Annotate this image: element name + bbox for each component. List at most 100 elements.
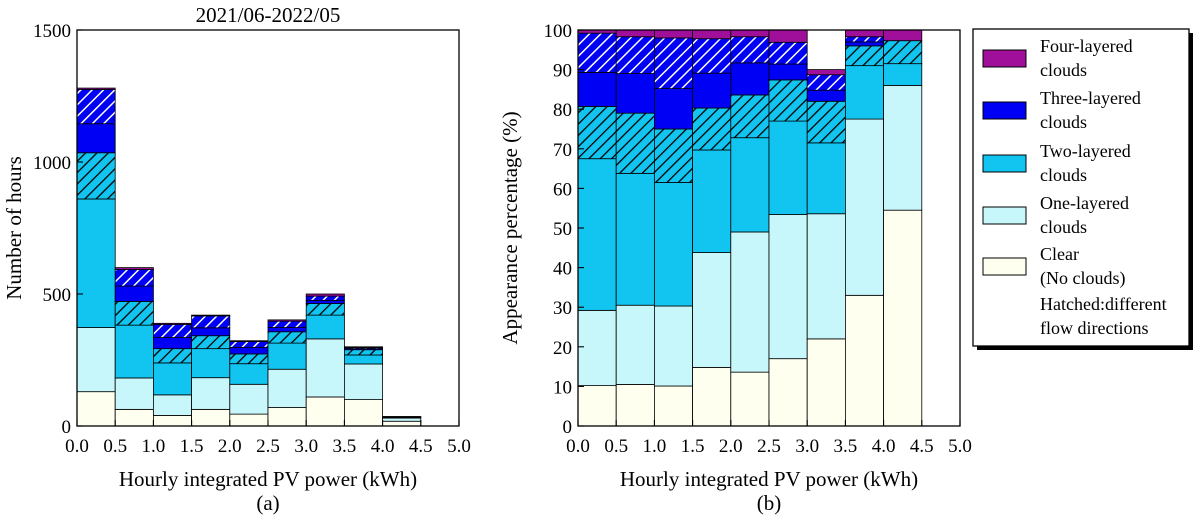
panel-a-bar-four-layer — [191, 314, 231, 317]
panel-b-bar-one-layer — [806, 213, 846, 340]
panel-a-bar-two-layer-hatched — [305, 303, 345, 316]
panel-a-bar-three-layer — [76, 123, 116, 154]
panel-b-bar-two-layer-hatched — [768, 79, 808, 122]
panel-b-bar-four-layer — [692, 29, 732, 40]
legend-two-layer-line1: Two-layered — [1040, 141, 1131, 161]
panel-b-ytick-label: 100 — [544, 21, 573, 42]
panel-a-bar-two-layer — [152, 362, 192, 396]
panel-b-xtick-label: 5.0 — [948, 436, 972, 457]
panel-a: 0.0 0.5 1.0 1.5 2.0 2.5 3.0 3.5 4.0 4.5 5.0 0 500 100… — [2, 3, 471, 515]
panel-a-bar-clear — [76, 391, 116, 427]
panel-b-bar-one-layer — [845, 118, 885, 296]
panel-b-ytick-label: 90 — [553, 61, 572, 82]
panel-b-bar-three-layer — [806, 89, 846, 102]
panel-b-ticks: 0.0 0.5 1.0 1.5 2.0 2.5 3.0 3.5 4.0 4.5 5.0 0 10 20 30… — [544, 21, 972, 457]
panel-a-bar-clear — [191, 408, 231, 427]
panel-b-xtick-label: 2.0 — [719, 436, 743, 457]
panel-a-bar-one-layer — [343, 363, 383, 400]
panel-a-bar-one-layer — [229, 383, 269, 415]
panel-b-bar-two-layer — [806, 142, 846, 215]
legend-three-layer-line2: clouds — [1040, 112, 1087, 132]
panel-b-bar-clear — [845, 294, 885, 427]
panel-a-bar-two-layer-hatched — [229, 353, 269, 365]
panel-a-bar-clear — [267, 407, 307, 427]
legend-three-layer-line1: Three-layered — [1040, 88, 1141, 108]
panel-b-bar-clear — [883, 209, 923, 427]
panel-a-label: (a) — [256, 491, 279, 515]
panel-b-bar-clear — [768, 358, 808, 427]
panel-b-ytick-label: 80 — [553, 100, 572, 121]
panel-b-bar-three-layer-hatched — [806, 74, 846, 91]
panel-b-bar-three-layer — [577, 71, 617, 107]
panel-b-bar-two-layer — [654, 182, 694, 307]
panel-b-bar-two-layer — [615, 172, 655, 306]
panel-b-bar-three-layer-hatched — [692, 38, 732, 74]
legend-box — [972, 28, 1190, 347]
panel-a-bar-two-layer — [305, 314, 345, 340]
panel-a-bar-three-layer-hatched — [152, 323, 192, 338]
panel-a-bar-one-layer — [267, 368, 307, 408]
panel-a-bar-one-layer — [191, 377, 231, 410]
panel-a-bar-three-layer — [114, 285, 154, 302]
panel-a-bar-three-layer-hatched — [267, 320, 307, 328]
panel-a-ytick-label: 0 — [62, 417, 72, 438]
panel-b-xtick-label: 1.0 — [643, 436, 667, 457]
panel-b-bar-three-layer-hatched — [615, 36, 655, 74]
panel-b-xtick-label: 4.0 — [872, 436, 896, 457]
panel-a-ytick-label: 1500 — [33, 21, 71, 42]
legend: Four-layered clouds Three-layered clouds… — [972, 28, 1193, 350]
panel-b-bar-one-layer — [577, 309, 617, 387]
panel-a-ticks: 0.0 0.5 1.0 1.5 2.0 2.5 3.0 3.5 4.0 4.5 5.0 0 500 100… — [33, 21, 471, 457]
panel-b-ytick-label: 30 — [553, 298, 572, 319]
panel-b-label: (b) — [757, 491, 782, 515]
legend-swatch-one-layer — [982, 206, 1027, 225]
panel-b-bar-three-layer-hatched — [730, 36, 770, 64]
panel-b-xtick-label: 1.5 — [681, 436, 705, 457]
panel-a-bar-two-layer — [343, 354, 383, 365]
panel-a-bar-three-layer — [152, 337, 192, 350]
legend-two-layer-line2: clouds — [1040, 165, 1087, 185]
panel-b-bar-three-layer-hatched — [845, 36, 885, 43]
panel-a-ytick-label: 500 — [43, 285, 72, 306]
panel-b-bar-one-layer — [730, 231, 770, 373]
panel-a-xtick-label: 0.0 — [65, 436, 89, 457]
panel-b-ytick-label: 60 — [553, 179, 572, 200]
panel-b-bar-two-layer-hatched — [845, 45, 885, 67]
panel-b-bar-three-layer — [615, 73, 655, 114]
panel-a-xtick-label: 1.5 — [180, 436, 204, 457]
panel-b-ytick-label: 70 — [553, 140, 572, 161]
panel-a-bar-clear — [229, 413, 269, 427]
panel-b-bar-clear — [615, 384, 655, 427]
panel-a-bar-two-layer — [76, 198, 116, 328]
panel-b-xtick-label: 0.0 — [566, 436, 590, 457]
panel-a-bar-three-layer-hatched — [191, 315, 231, 329]
panel-b-bar-two-layer-hatched — [692, 107, 732, 151]
panel-b-bar-two-layer-hatched — [615, 112, 655, 174]
panel-b-xlabel: Hourly integrated PV power (kWh) — [620, 467, 918, 491]
legend-swatch-four-layer — [982, 49, 1027, 68]
panel-a-bar-clear — [305, 396, 345, 427]
legend-swatch-three-layer — [982, 101, 1027, 120]
panel-b-bar-three-layer — [845, 41, 885, 47]
panel-a-xtick-label: 1.0 — [142, 436, 166, 457]
panel-a-bar-two-layer-hatched — [191, 335, 231, 350]
panel-a-bar-four-layer — [152, 322, 192, 325]
panel-a-bar-four-layer — [267, 319, 307, 322]
panel-b-ylabel: Appearance percentage (%) — [498, 111, 522, 344]
panel-a-title: 2021/06-2022/05 — [196, 3, 341, 27]
panel-b-bar-one-layer — [768, 214, 808, 360]
panel-b-bar-three-layer-hatched — [577, 32, 617, 73]
panel-b-bar-two-layer — [692, 149, 732, 253]
panel-b-ytick-label: 20 — [553, 338, 572, 359]
panel-a-xtick-label: 2.0 — [218, 436, 242, 457]
panel-b-bar-two-layer-hatched — [883, 40, 923, 65]
panel-b-bar-four-layer — [845, 29, 885, 38]
panel-a-bar-three-layer — [229, 346, 269, 355]
panel-a-bar-two-layer — [114, 324, 154, 379]
panel-a-bar-three-layer-hatched — [76, 89, 116, 125]
panel-b-bar-two-layer — [883, 63, 923, 86]
legend-four-layer-line2: clouds — [1040, 60, 1087, 80]
panel-a-bar-one-layer — [114, 377, 154, 410]
legend-clear-line2: (No clouds) — [1040, 268, 1125, 289]
panel-b-bar-one-layer — [883, 85, 923, 211]
